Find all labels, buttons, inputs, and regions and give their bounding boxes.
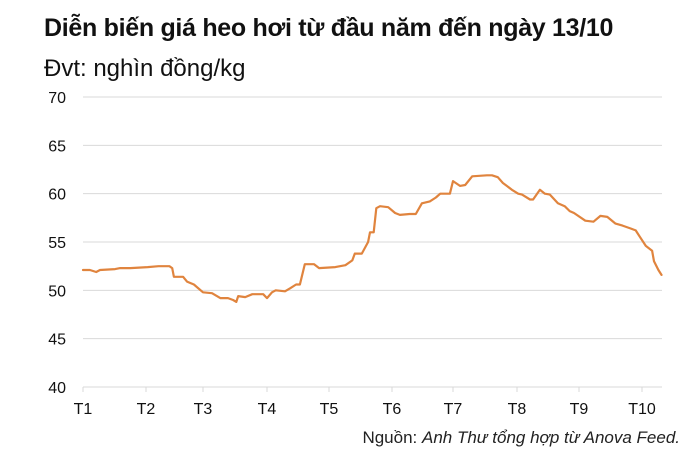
x-axis: T1 T2 T3 T4 T5 T6 T7 T8 T9 T10 [74, 387, 656, 418]
x-tick-label: T5 [320, 401, 339, 418]
x-tick-label: T4 [258, 401, 277, 418]
y-tick-label: 65 [48, 138, 66, 155]
y-tick-label: 50 [48, 283, 66, 300]
x-tick-label: T3 [194, 401, 213, 418]
y-tick-label: 55 [48, 235, 66, 252]
x-tick-label: T9 [570, 401, 589, 418]
y-tick-label: 45 [48, 332, 66, 349]
price-line [81, 174, 663, 303]
x-tick-label: T8 [508, 401, 527, 418]
chart-title: Diễn biến giá heo hơi từ đầu năm đến ngà… [44, 14, 614, 42]
y-axis-labels: 70 65 60 55 50 45 40 [48, 90, 66, 397]
x-tick-label: T10 [628, 401, 656, 418]
y-tick-label: 60 [48, 187, 66, 204]
x-tick-label: T7 [444, 401, 463, 418]
chart-unit-subtitle: Đvt: nghìn đồng/kg [44, 55, 246, 82]
y-tick-label: 40 [48, 380, 66, 397]
source-note: Nguồn: Anh Thư tổng hợp từ Anova Feed. [362, 428, 680, 448]
source-label: Nguồn: [362, 428, 422, 447]
y-tick-label: 70 [48, 90, 66, 107]
source-text: Anh Thư tổng hợp từ Anova Feed. [421, 428, 680, 447]
x-tick-label: T2 [137, 401, 156, 418]
x-tick-label: T6 [383, 401, 402, 418]
gridlines [83, 96, 662, 388]
x-tick-label: T1 [74, 401, 93, 418]
